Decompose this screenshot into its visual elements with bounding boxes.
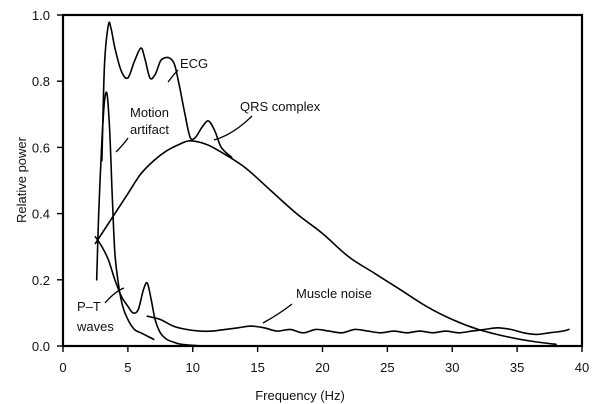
leader-qrs-complex: [213, 115, 253, 141]
x-tick-label-25: 25: [380, 360, 394, 375]
label-pt-waves-line1: P–T: [77, 299, 101, 314]
x-tick-label-20: 20: [315, 360, 329, 375]
series-line-muscle-noise: [146, 315, 570, 336]
leader-ecg: [167, 69, 179, 83]
leader-pt-waves: [104, 287, 125, 304]
x-tick-label-15: 15: [250, 360, 264, 375]
y-tick-label-1.0: 1.0: [32, 8, 50, 23]
x-tick-label-5: 5: [124, 360, 131, 375]
x-axis-label: Frequency (Hz): [255, 388, 345, 403]
x-tick-label-35: 35: [510, 360, 524, 375]
leader-muscle-noise: [262, 303, 293, 324]
y-axis-label: Relative power: [14, 136, 29, 223]
series-line-ecg: [101, 21, 233, 162]
label-muscle-noise: Muscle noise: [296, 286, 372, 301]
label-qrs-complex: QRS complex: [240, 99, 321, 114]
label-motion-artifact-line2: artifact: [130, 122, 169, 137]
y-tick-label-0.4: 0.4: [32, 207, 50, 222]
x-tick-label-0: 0: [59, 360, 66, 375]
label-pt-waves-line2: waves: [76, 319, 114, 334]
plot-area: 0 5 10 15 20 25 30 35 40 0.0 0.2 0.4 0.6 0.8 1.0: [32, 8, 589, 375]
x-tick-label-10: 10: [186, 360, 200, 375]
x-tick-label-30: 30: [445, 360, 459, 375]
leader-motion-artifact: [115, 137, 129, 153]
series-line-qrs-complex: [94, 140, 557, 346]
series-line-motion-artifact: [95, 91, 155, 341]
y-tick-label-0.0: 0.0: [32, 339, 50, 354]
y-tick-label-0.8: 0.8: [32, 74, 50, 89]
label-ecg: ECG: [180, 56, 208, 71]
y-tick-label-0.2: 0.2: [32, 273, 50, 288]
label-motion-artifact-line1: Motion: [130, 105, 169, 120]
annotations: ECG QRS complex Motion artifact P–T wave…: [76, 56, 372, 334]
x-tick-label-40: 40: [575, 360, 589, 375]
y-tick-label-0.6: 0.6: [32, 140, 50, 155]
series-line-p-t-waves: [94, 236, 207, 347]
